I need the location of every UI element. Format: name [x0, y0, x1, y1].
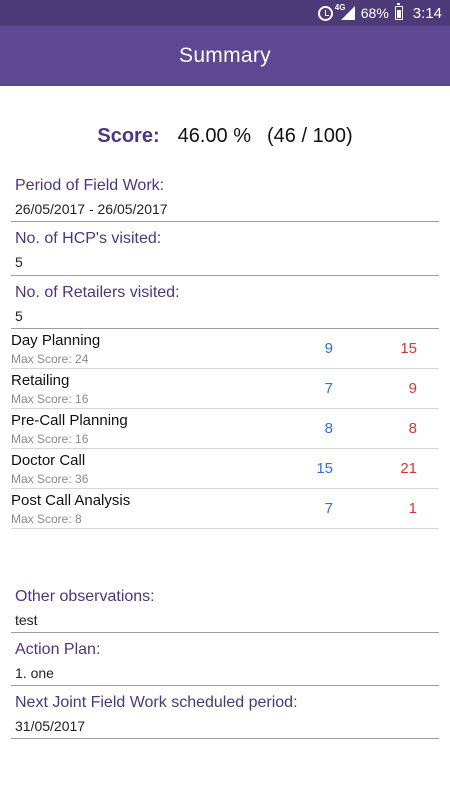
- item-max-score: Max Score: 16: [11, 432, 89, 446]
- next-joint-label: Next Joint Field Work scheduled period:: [15, 694, 298, 711]
- item-scored: 8: [324, 420, 333, 437]
- list-item: Doctor Call Max Score: 36 15 21: [11, 449, 439, 489]
- item-total: 21: [400, 460, 417, 477]
- item-total: 1: [408, 500, 417, 517]
- item-name: Pre-Call Planning: [11, 412, 128, 429]
- page-title: Summary: [179, 44, 271, 67]
- next-joint-field: Next Joint Field Work scheduled period: …: [11, 693, 439, 739]
- observations-label: Other observations:: [15, 588, 155, 605]
- observations-value: test: [15, 612, 38, 628]
- item-name: Post Call Analysis: [11, 492, 131, 509]
- item-max-score: Max Score: 8: [11, 512, 82, 526]
- battery-percent: 68%: [360, 5, 389, 21]
- retailers-visited-value: 5: [15, 308, 23, 324]
- signal-icon: 4G: [335, 3, 355, 20]
- hcp-visited-value: 5: [15, 254, 23, 270]
- list-item: Post Call Analysis Max Score: 8 7 1: [11, 489, 439, 529]
- action-plan-label: Action Plan:: [15, 641, 101, 658]
- score-percent: 46.00 %: [177, 124, 252, 147]
- item-total: 9: [408, 380, 417, 397]
- list-item: Pre-Call Planning Max Score: 16 8 8: [11, 409, 439, 449]
- list-item: Retailing Max Score: 16 7 9: [11, 369, 439, 409]
- status-icons: 4G 68% 3:14: [317, 0, 442, 26]
- period-field: Period of Field Work: 26/05/2017 - 26/05…: [11, 176, 439, 222]
- item-name: Retailing: [11, 372, 70, 389]
- item-total: 15: [400, 340, 417, 357]
- battery-icon: [394, 3, 403, 20]
- alarm-icon: [317, 5, 333, 21]
- app-bar: Summary: [0, 26, 450, 86]
- action-plan-field: Action Plan: 1. one: [11, 640, 439, 686]
- list-item: Day Planning Max Score: 24 9 15: [11, 329, 439, 369]
- item-max-score: Max Score: 16: [11, 392, 89, 406]
- item-scored: 7: [324, 380, 333, 397]
- score-summary: Score: 46.00 % (46 / 100): [0, 120, 450, 152]
- status-bar: 4G 68% 3:14: [0, 0, 450, 26]
- next-joint-value: 31/05/2017: [15, 718, 86, 734]
- item-scored: 15: [316, 460, 333, 477]
- item-name: Doctor Call: [11, 452, 86, 469]
- hcp-visited-field: No. of HCP's visited: 5: [11, 229, 439, 276]
- score-breakdown-list: Day Planning Max Score: 24 9 15 Retailin…: [11, 329, 439, 529]
- score-label: Score:: [97, 124, 160, 147]
- retailers-visited-label: No. of Retailers visited:: [15, 284, 180, 301]
- observations-field: Other observations: test: [11, 587, 439, 633]
- period-label: Period of Field Work:: [15, 177, 165, 194]
- item-scored: 7: [324, 500, 333, 517]
- score-fraction: (46 / 100): [267, 124, 353, 147]
- item-total: 8: [408, 420, 417, 437]
- clock: 3:14: [412, 4, 442, 22]
- item-scored: 9: [324, 340, 333, 357]
- action-plan-value: 1. one: [15, 665, 54, 681]
- item-name: Day Planning: [11, 332, 101, 349]
- item-max-score: Max Score: 36: [11, 472, 89, 486]
- hcp-visited-label: No. of HCP's visited:: [15, 230, 162, 247]
- item-max-score: Max Score: 24: [11, 352, 89, 366]
- period-value: 26/05/2017 - 26/05/2017: [15, 201, 168, 217]
- network-type: 4G: [334, 3, 346, 12]
- retailers-visited-field: No. of Retailers visited: 5: [11, 283, 439, 329]
